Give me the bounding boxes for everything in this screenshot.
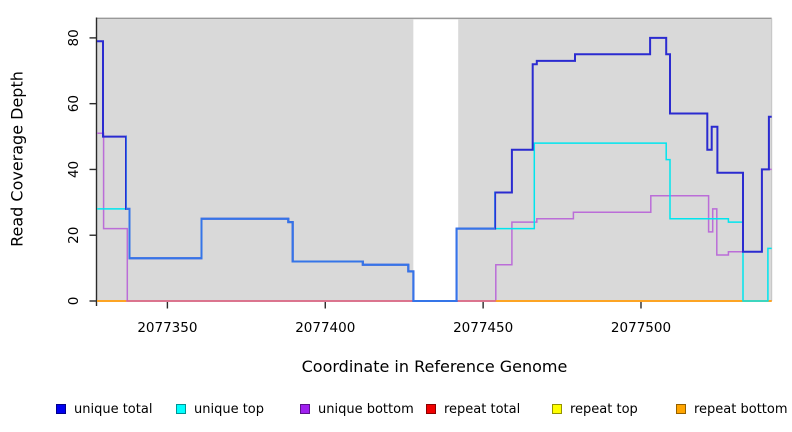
legend-label: repeat bottom <box>694 401 788 417</box>
legend-swatch-icon <box>300 404 310 414</box>
y-tick-label: 20 <box>66 227 82 244</box>
legend-swatch-icon <box>676 404 686 414</box>
legend-item-repeat-top: repeat top <box>552 400 638 418</box>
legend-label: repeat total <box>444 401 521 417</box>
legend-item-repeat-bottom: repeat bottom <box>676 400 788 418</box>
y-tick-label: 80 <box>66 29 82 46</box>
x-tick-label: 2077500 <box>611 320 671 336</box>
x-tick-label: 2077450 <box>453 320 513 336</box>
legend: unique total unique top unique bottom repea… <box>0 400 792 422</box>
x-tick-label: 2077350 <box>137 320 197 336</box>
legend-item-unique-bottom: unique bottom <box>300 400 414 418</box>
y-tick-label: 60 <box>66 95 82 112</box>
y-axis-title: Read Coverage Depth <box>7 71 27 247</box>
legend-label: unique bottom <box>318 401 414 417</box>
no-data-gap <box>413 19 459 301</box>
legend-label: unique total <box>74 401 153 417</box>
legend-label: unique top <box>194 401 265 417</box>
coverage-chart: 0 20 40 60 80 2077350 2077400 2077450 2077500 <box>66 17 773 336</box>
legend-label: repeat top <box>570 401 638 417</box>
legend-item-unique-top: unique top <box>176 400 264 418</box>
y-tick-label: 40 <box>66 161 82 178</box>
y-tick-label: 0 <box>66 297 82 306</box>
legend-swatch-icon <box>426 404 436 414</box>
legend-swatch-icon <box>176 404 186 414</box>
x-axis-title: Coordinate in Reference Genome <box>301 357 568 376</box>
line-unique-total-coincident <box>126 135 496 302</box>
x-tick-label: 2077400 <box>295 320 355 336</box>
legend-item-repeat-total: repeat total <box>426 400 520 418</box>
legend-swatch-icon <box>56 404 66 414</box>
legend-item-unique-total: unique total <box>56 400 152 418</box>
legend-swatch-icon <box>552 404 562 414</box>
